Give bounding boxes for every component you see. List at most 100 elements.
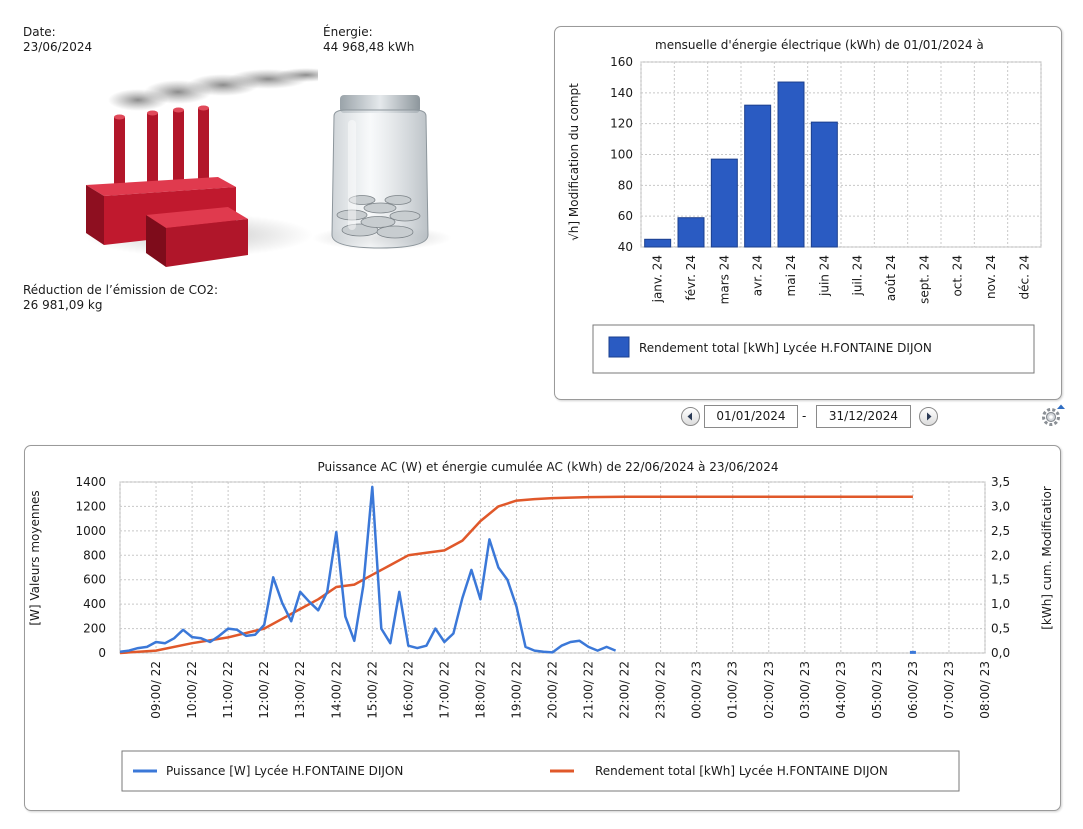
daily-right-tick-label: 2,5 — [991, 524, 1010, 538]
co2-value: 26 981,09 kg — [23, 298, 103, 312]
monthly-y-axis-label: √h] Modification du compt — [567, 83, 581, 241]
smoke-trail — [108, 68, 318, 111]
daily-chart-title: Puissance AC (W) et énergie cumulée AC (… — [318, 460, 779, 474]
date-label: Date: — [23, 25, 56, 39]
monthly-legend-swatch — [608, 336, 630, 358]
daily-x-tick-label: 11:00/ 22 — [221, 661, 235, 719]
daily-left-tick-label: 400 — [83, 597, 106, 611]
next-period-button[interactable] — [919, 407, 938, 426]
date-separator: - — [802, 409, 807, 423]
monthly-y-tick-label: 80 — [618, 178, 633, 192]
previous-period-button[interactable] — [681, 407, 700, 426]
monthly-bar — [644, 238, 672, 248]
monthly-bar — [810, 121, 838, 248]
chevron-right-icon — [927, 412, 932, 421]
daily-right-tick-label: 0,5 — [991, 622, 1010, 636]
monthly-bar — [744, 104, 772, 248]
daily-x-tick-label: 13:00/ 22 — [293, 661, 307, 719]
daily-right-tick-label: 2,0 — [991, 548, 1010, 562]
daily-left-tick-label: 1400 — [75, 475, 106, 489]
energy-value: 44 968,48 kWh — [323, 40, 415, 54]
triangle-up-icon — [1057, 404, 1065, 409]
daily-x-tick-label: 14:00/ 22 — [329, 661, 343, 719]
daily-x-tick-label: 22:00/ 22 — [618, 661, 632, 719]
monthly-chart-panel: mensuelle d'énergie électrique (kWh) de … — [554, 26, 1062, 400]
daily-x-tick-label: 07:00/ 23 — [942, 661, 956, 719]
daily-x-tick-label: 21:00/ 22 — [582, 661, 596, 719]
monthly-x-tick-label: mai 24 — [784, 255, 798, 296]
daily-x-tick-label: 17:00/ 22 — [437, 661, 451, 719]
monthly-x-tick-label: déc. 24 — [1017, 255, 1031, 300]
monthly-y-tick-label: 40 — [618, 240, 633, 254]
daily-x-tick-label: 05:00/ 23 — [870, 661, 884, 719]
daily-x-tick-label: 19:00/ 22 — [509, 661, 523, 719]
monthly-y-tick-label: 120 — [610, 117, 633, 131]
daily-line-chart: Puissance AC (W) et énergie cumulée AC (… — [28, 460, 1054, 792]
gear-icon[interactable] — [1040, 404, 1066, 428]
daily-x-tick-label: 06:00/ 23 — [906, 661, 920, 719]
daily-chart-panel: Puissance AC (W) et énergie cumulée AC (… — [24, 445, 1061, 811]
daily-left-tick-label: 200 — [83, 622, 106, 636]
end-date-field[interactable]: 31/12/2024 — [816, 405, 911, 428]
start-date-field[interactable]: 01/01/2024 — [704, 405, 798, 428]
date-value: 23/06/2024 — [23, 40, 93, 54]
monthly-x-tick-label: janv. 24 — [651, 255, 665, 303]
monthly-x-tick-label: août 24 — [884, 255, 898, 301]
monthly-x-tick-label: nov. 24 — [984, 255, 998, 299]
factory-icon — [83, 68, 318, 267]
daily-x-tick-label: 18:00/ 22 — [473, 661, 487, 719]
daily-x-tick-label: 15:00/ 22 — [365, 661, 379, 719]
energy-series-line — [119, 495, 913, 655]
daily-left-tick-label: 1000 — [75, 524, 106, 538]
daily-x-tick-label: 20:00/ 22 — [546, 661, 560, 719]
monthly-bar — [710, 158, 738, 248]
daily-x-tick-label: 12:00/ 22 — [257, 661, 271, 719]
daily-x-tick-label: 04:00/ 23 — [834, 661, 848, 719]
daily-right-tick-label: 1,0 — [991, 597, 1010, 611]
daily-x-tick-label: 09:00/ 22 — [149, 661, 163, 719]
daily-legend-box — [121, 750, 960, 792]
daily-right-tick-label: 0,0 — [991, 646, 1010, 660]
monthly-chart-title: mensuelle d'énergie électrique (kWh) de … — [655, 38, 984, 52]
daily-left-tick-label: 600 — [83, 573, 106, 587]
daily-x-tick-label: 10:00/ 22 — [185, 661, 199, 719]
coin-jar-icon — [312, 95, 452, 250]
monthly-y-tick-label: 60 — [618, 209, 633, 223]
energy-label: Énergie: — [323, 25, 373, 39]
monthly-legend-label: Rendement total [kWh] Lycée H.FONTAINE D… — [639, 341, 932, 355]
daily-x-tick-label: 02:00/ 23 — [762, 661, 776, 719]
monthly-y-tick-label: 100 — [610, 148, 633, 162]
daily-left-tick-label: 1200 — [75, 499, 106, 513]
daily-right-tick-label: 3,5 — [991, 475, 1010, 489]
daily-left-tick-label: 0 — [98, 646, 106, 660]
monthly-x-tick-label: avr. 24 — [751, 255, 765, 296]
daily-legend-energy-label: Rendement total [kWh] Lycée H.FONTAINE D… — [595, 764, 888, 778]
daily-left-axis-label: [W] Valeurs moyennes — [28, 490, 42, 625]
daily-x-tick-label: 16:00/ 22 — [401, 661, 415, 719]
power-series-line — [119, 485, 617, 654]
monthly-bar — [777, 81, 805, 248]
monthly-bar — [677, 217, 705, 248]
monthly-x-tick-label: juil. 24 — [851, 255, 865, 297]
monthly-x-tick-label: sept. 24 — [917, 255, 931, 304]
monthly-x-tick-label: févr. 24 — [684, 255, 698, 300]
monthly-x-tick-label: mars 24 — [717, 255, 731, 304]
co2-label: Réduction de l’émission de CO2: — [23, 283, 219, 297]
monthly-bar-chart: mensuelle d'énergie électrique (kWh) de … — [567, 38, 1042, 374]
monthly-y-tick-label: 140 — [610, 86, 633, 100]
coins — [336, 195, 421, 239]
daily-right-tick-label: 3,0 — [991, 499, 1010, 513]
monthly-x-tick-label: juin 24 — [817, 255, 831, 297]
daily-x-tick-label: 23:00/ 22 — [654, 661, 668, 719]
monthly-y-tick-label: 160 — [610, 55, 633, 69]
monthly-legend-box — [592, 324, 1035, 374]
daily-x-tick-label: 03:00/ 23 — [798, 661, 812, 719]
daily-x-tick-label: 08:00/ 23 — [978, 661, 992, 719]
daily-legend-power-label: Puissance [W] Lycée H.FONTAINE DIJON — [166, 764, 403, 778]
daily-x-tick-label: 01:00/ 23 — [726, 661, 740, 719]
daily-x-tick-label: 00:00/ 23 — [690, 661, 704, 719]
daily-right-tick-label: 1,5 — [991, 573, 1010, 587]
monthly-x-tick-label: oct. 24 — [951, 255, 965, 297]
daily-right-axis-label: [kWh] cum. Modificatior — [1040, 486, 1054, 630]
chevron-left-icon — [687, 412, 692, 421]
